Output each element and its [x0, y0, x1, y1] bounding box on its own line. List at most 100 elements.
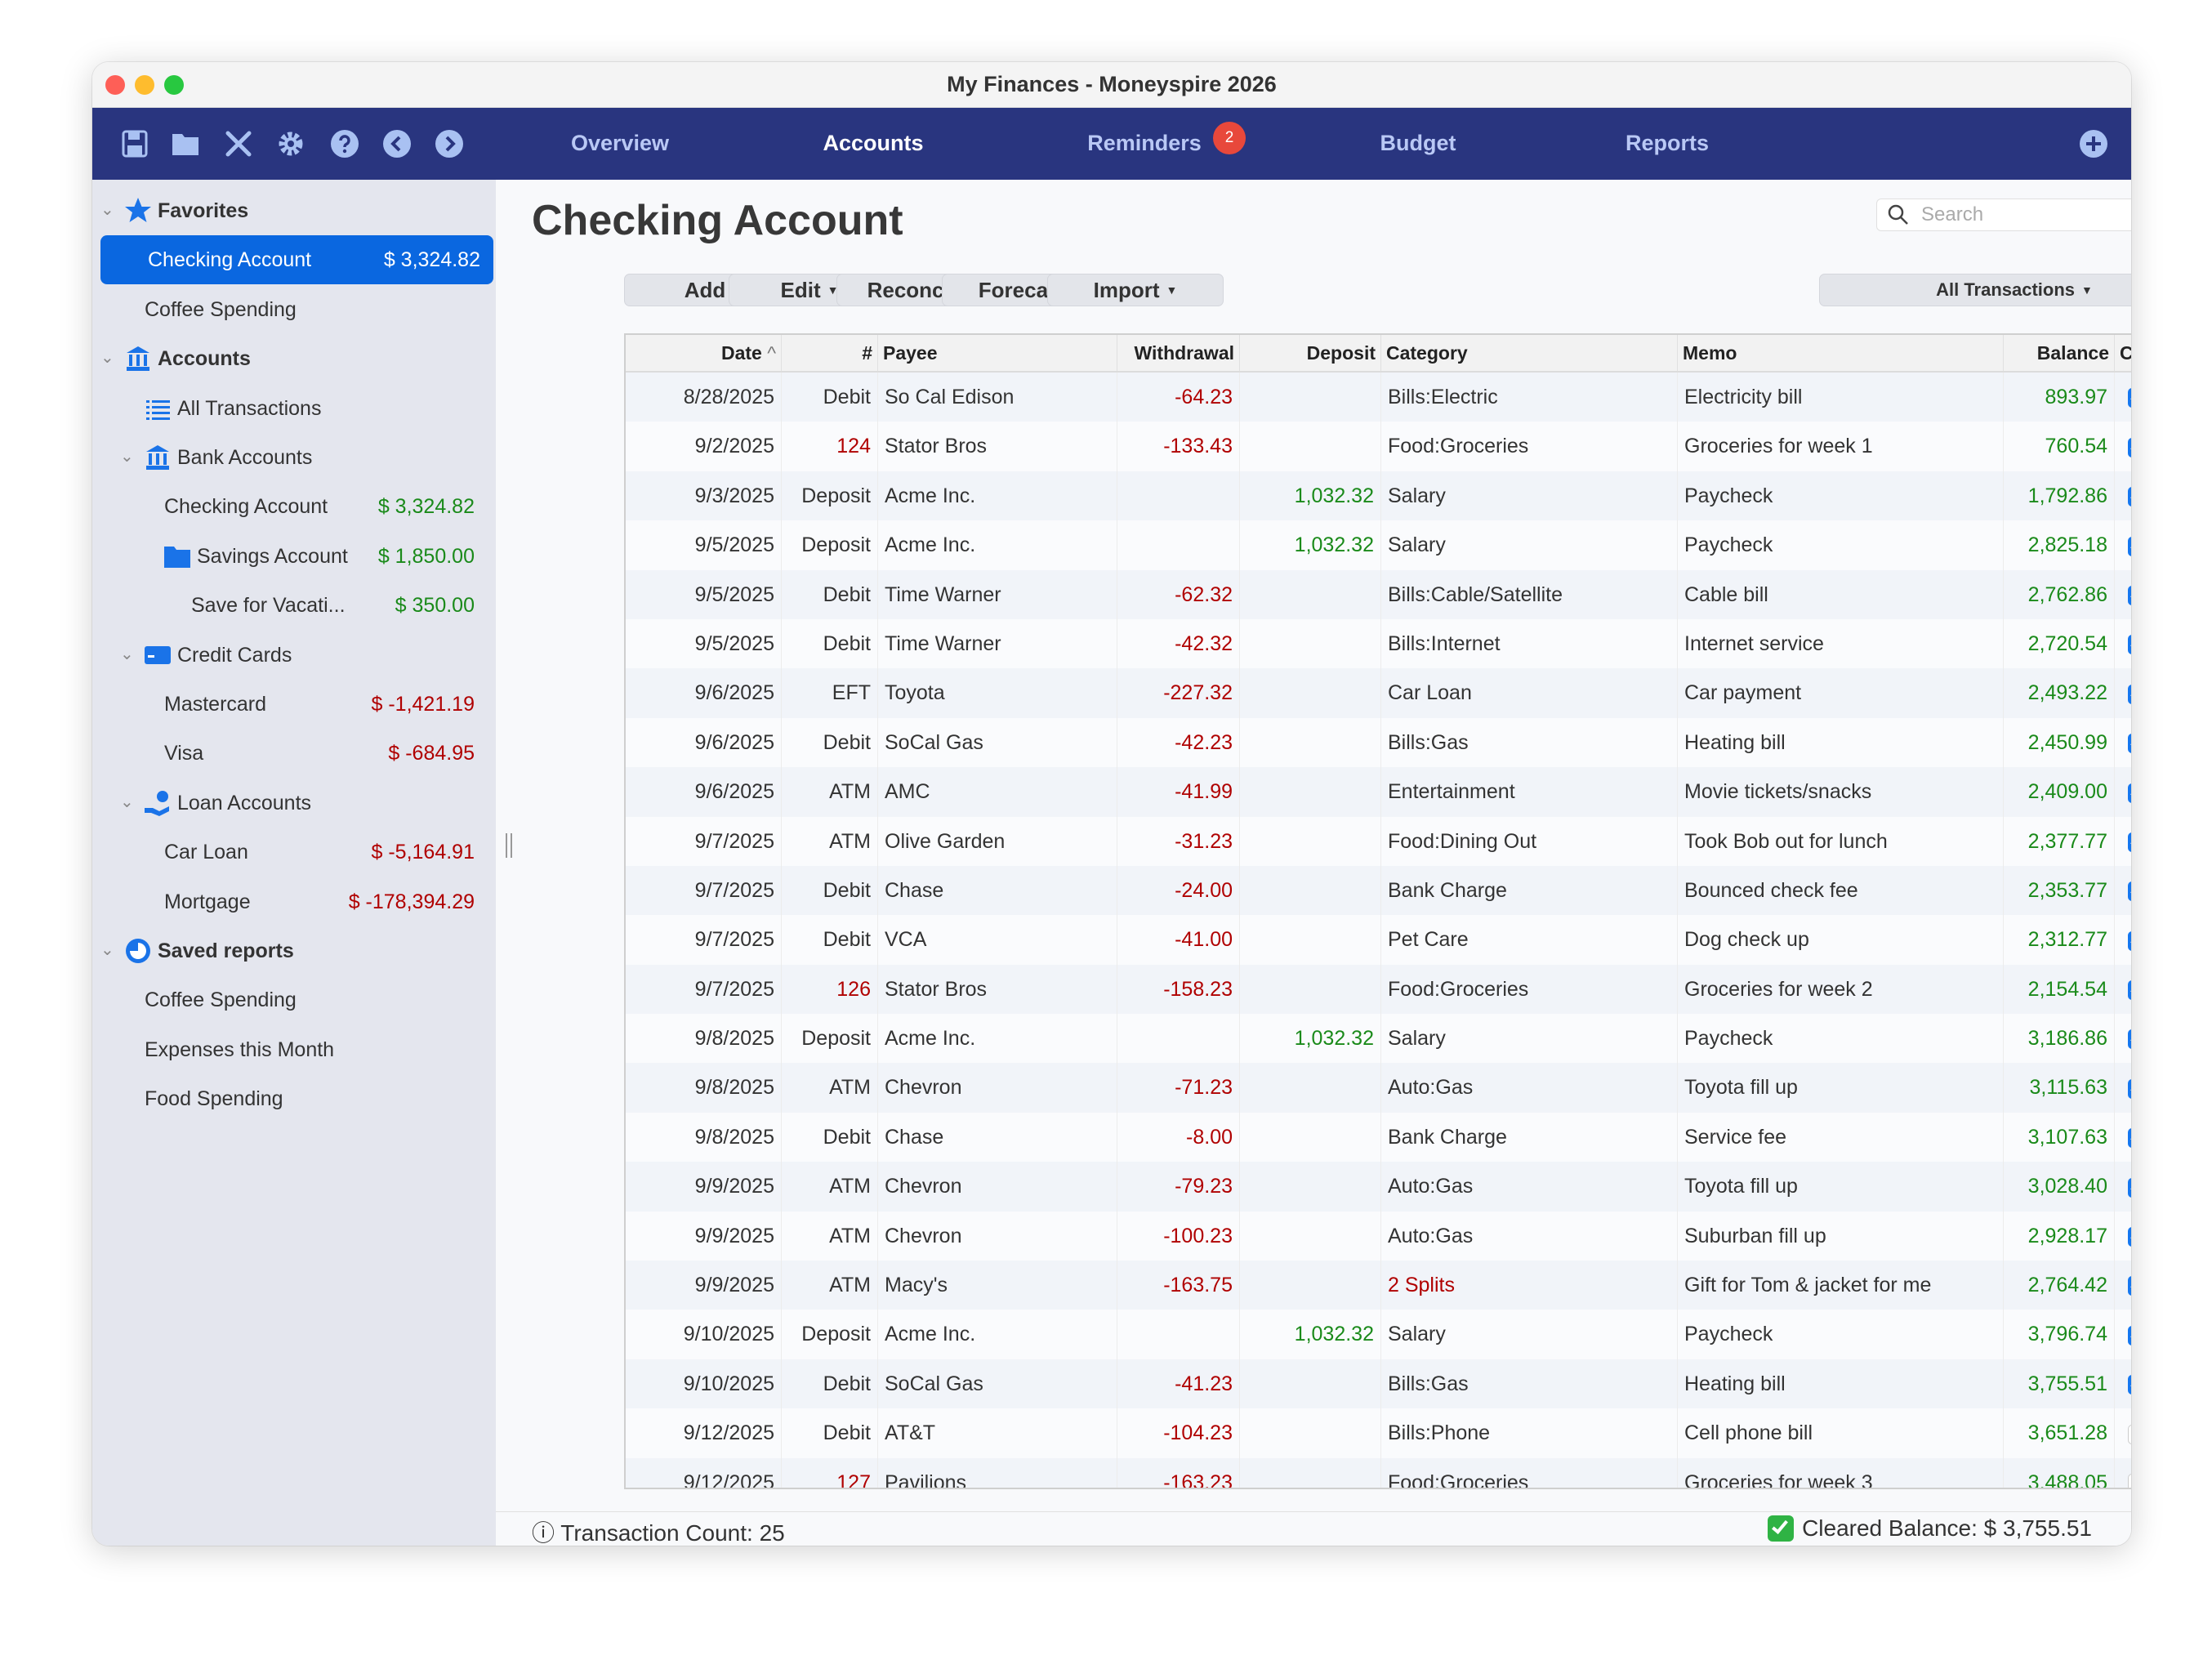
- table-row[interactable]: 9/12/2025 127 Pavilions -163.23 Food:Groceri…: [626, 1457, 2131, 1488]
- table-row[interactable]: 9/7/2025 126 Stator Bros -158.23 Food:Grocer…: [626, 964, 2131, 1015]
- sidebar-item-visa[interactable]: Visa $ -684.95: [92, 729, 496, 778]
- table-row[interactable]: 9/5/2025 Debit Time Warner -42.32 Bills:Inte…: [626, 618, 2131, 669]
- table-row[interactable]: 9/6/2025 EFT Toyota -227.32 Car Loan Car paym…: [626, 668, 2131, 718]
- import-button[interactable]: Import ▼: [1047, 274, 1224, 306]
- chevron-down-icon[interactable]: ⌄: [120, 645, 134, 663]
- tab-reports[interactable]: Reports: [1625, 131, 1710, 155]
- column-header-category[interactable]: Category: [1381, 335, 1678, 371]
- sidebar-item-loan-accounts[interactable]: ⌄ Loan Accounts: [92, 779, 496, 828]
- cleared-checkbox[interactable]: [2128, 1276, 2131, 1296]
- transactions-filter-dropdown[interactable]: All Transactions ▼: [1819, 274, 2131, 306]
- column-header-date[interactable]: Date ^: [626, 335, 782, 371]
- cleared-checkbox[interactable]: [2128, 585, 2131, 605]
- cleared-checkbox[interactable]: [2128, 1078, 2131, 1099]
- help-icon[interactable]: [330, 129, 359, 158]
- column-header-deposit[interactable]: Deposit: [1240, 335, 1381, 371]
- sidebar-item-favorites[interactable]: ⌄ Favorites: [92, 186, 496, 235]
- cleared-checkbox[interactable]: [2128, 1029, 2131, 1050]
- sidebar-item-coffee-spending[interactable]: Coffee Spending: [92, 975, 496, 1024]
- back-icon[interactable]: [382, 129, 412, 158]
- cleared-checkbox[interactable]: [2128, 734, 2131, 754]
- table-row[interactable]: 9/5/2025 Deposit Acme Inc. 1,032.32 Salary Pa…: [626, 520, 2131, 570]
- chevron-down-icon[interactable]: ⌄: [120, 448, 134, 466]
- tools-icon[interactable]: [224, 129, 253, 158]
- table-row[interactable]: 9/2/2025 124 Stator Bros -133.43 Food:Grocer…: [626, 422, 2131, 471]
- cleared-checkbox[interactable]: [2128, 437, 2131, 457]
- table-row[interactable]: 9/6/2025 Debit SoCal Gas -42.23 Bills:Gas Hea…: [626, 717, 2131, 768]
- table-row[interactable]: 8/28/2025 Debit So Cal Edison -64.23 Bills:E…: [626, 373, 2131, 422]
- table-row[interactable]: 9/10/2025 Debit SoCal Gas -41.23 Bills:Gas He…: [626, 1359, 2131, 1409]
- sidebar-item-save-for-vacati[interactable]: Save for Vacati... $ 350.00: [92, 581, 496, 630]
- cleared-checkbox[interactable]: [2128, 536, 2131, 556]
- cleared-checkbox[interactable]: [2128, 388, 2131, 408]
- tab-accounts[interactable]: Accounts: [823, 131, 924, 155]
- sidebar-item-expenses-this-month[interactable]: Expenses this Month: [92, 1025, 496, 1074]
- sidebar-item-coffee-spending[interactable]: Coffee Spending: [92, 285, 496, 334]
- table-row[interactable]: 9/3/2025 Deposit Acme Inc. 1,032.32 Salary Pa…: [626, 471, 2131, 521]
- table-row[interactable]: 9/7/2025 Debit Chase -24.00 Bank Charge Bounc…: [626, 865, 2131, 916]
- table-row[interactable]: 9/9/2025 ATM Chevron -100.23 Auto:Gas Suburba…: [626, 1211, 2131, 1261]
- cleared-checkbox[interactable]: [2128, 930, 2131, 951]
- sidebar-item-accounts[interactable]: ⌄ Accounts: [92, 334, 496, 383]
- cleared-checkbox[interactable]: [2128, 1128, 2131, 1149]
- sidebar-item-saved-reports[interactable]: ⌄ Saved reports: [92, 926, 496, 975]
- sidebar-item-mastercard[interactable]: Mastercard $ -1,421.19: [92, 680, 496, 729]
- column-header-payee[interactable]: Payee: [878, 335, 1117, 371]
- sidebar-item-mortgage[interactable]: Mortgage $ -178,394.29: [92, 877, 496, 926]
- table-row[interactable]: 9/8/2025 Deposit Acme Inc. 1,032.32 Salary Pa…: [626, 1014, 2131, 1064]
- splitter-handle[interactable]: [506, 833, 512, 858]
- table-row[interactable]: 9/10/2025 Deposit Acme Inc. 1,032.32 Salary P…: [626, 1310, 2131, 1359]
- cleared-checkbox[interactable]: [2128, 684, 2131, 704]
- cleared-checkbox[interactable]: [2128, 980, 2131, 1001]
- cleared-checkbox[interactable]: [2128, 635, 2131, 655]
- table-row[interactable]: 9/6/2025 ATM AMC -41.99 Entertainment Movie t…: [626, 767, 2131, 817]
- add-icon[interactable]: [2079, 129, 2108, 158]
- tab-budget[interactable]: Budget: [1380, 131, 1456, 155]
- column-header-number[interactable]: #: [782, 335, 878, 371]
- sidebar-item-all-transactions[interactable]: All Transactions: [92, 384, 496, 433]
- sidebar-item-checking-account[interactable]: Checking Account $ 3,324.82: [92, 482, 496, 531]
- table-row[interactable]: 9/7/2025 Debit VCA -41.00 Pet Care Dog check …: [626, 915, 2131, 965]
- folder-icon[interactable]: [171, 129, 200, 158]
- chevron-down-icon[interactable]: ⌄: [120, 792, 134, 811]
- table-row[interactable]: 9/9/2025 ATM Macy's -163.75 2 Splits Gift for…: [626, 1261, 2131, 1310]
- tab-reminders[interactable]: Reminders: [1087, 131, 1202, 155]
- gear-icon[interactable]: [276, 129, 305, 158]
- table-row[interactable]: 9/12/2025 Debit AT&T -104.23 Bills:Phone Cell…: [626, 1408, 2131, 1458]
- cleared-checkbox[interactable]: [2128, 1473, 2131, 1488]
- sidebar-item-bank-accounts[interactable]: ⌄ Bank Accounts: [92, 433, 496, 482]
- cleared-checkbox[interactable]: [2128, 487, 2131, 507]
- column-header-balance[interactable]: Balance: [2004, 335, 2115, 371]
- forward-icon[interactable]: [435, 129, 464, 158]
- minimize-button[interactable]: [135, 75, 154, 95]
- cleared-checkbox[interactable]: [2128, 832, 2131, 852]
- sidebar-item-savings-account[interactable]: Savings Account $ 1,850.00: [92, 532, 496, 581]
- column-header-memo[interactable]: Memo: [1678, 335, 2004, 371]
- cleared-checkbox[interactable]: [2128, 1424, 2131, 1444]
- save-icon[interactable]: [120, 129, 149, 158]
- column-header-c[interactable]: C: [2115, 335, 2131, 371]
- sidebar-item-car-loan[interactable]: Car Loan $ -5,164.91: [92, 828, 496, 877]
- table-row[interactable]: 9/7/2025 ATM Olive Garden -31.23 Food:Dining…: [626, 816, 2131, 866]
- cleared-checkbox[interactable]: [2128, 1227, 2131, 1247]
- cleared-checkbox[interactable]: [2128, 1177, 2131, 1198]
- cleared-checkbox[interactable]: [2128, 1375, 2131, 1395]
- cleared-checkbox[interactable]: [2128, 783, 2131, 803]
- close-button[interactable]: [105, 75, 125, 95]
- chevron-down-icon[interactable]: ⌄: [100, 941, 114, 959]
- sidebar-item-checking-account[interactable]: Checking Account $ 3,324.82: [100, 235, 493, 285]
- chevron-down-icon[interactable]: ⌄: [100, 349, 114, 368]
- table-row[interactable]: 9/9/2025 ATM Chevron -79.23 Auto:Gas Toyota f…: [626, 1162, 2131, 1212]
- chevron-down-icon[interactable]: ⌄: [100, 201, 114, 219]
- tab-overview[interactable]: Overview: [570, 131, 670, 155]
- table-row[interactable]: 9/5/2025 Debit Time Warner -62.32 Bills:Cabl…: [626, 569, 2131, 619]
- cleared-checkbox[interactable]: [2128, 881, 2131, 902]
- search-input[interactable]: Search: [1876, 199, 2131, 231]
- sidebar-item-credit-cards[interactable]: ⌄ Credit Cards: [92, 631, 496, 680]
- sidebar-item-food-spending[interactable]: Food Spending: [92, 1074, 496, 1123]
- column-header-withdrawal[interactable]: Withdrawal: [1117, 335, 1240, 371]
- table-row[interactable]: 9/8/2025 Debit Chase -8.00 Bank Charge Servic…: [626, 1112, 2131, 1162]
- table-row[interactable]: 9/8/2025 ATM Chevron -71.23 Auto:Gas Toyota f…: [626, 1063, 2131, 1113]
- cleared-checkbox[interactable]: [2128, 1325, 2131, 1345]
- zoom-button[interactable]: [164, 75, 184, 95]
